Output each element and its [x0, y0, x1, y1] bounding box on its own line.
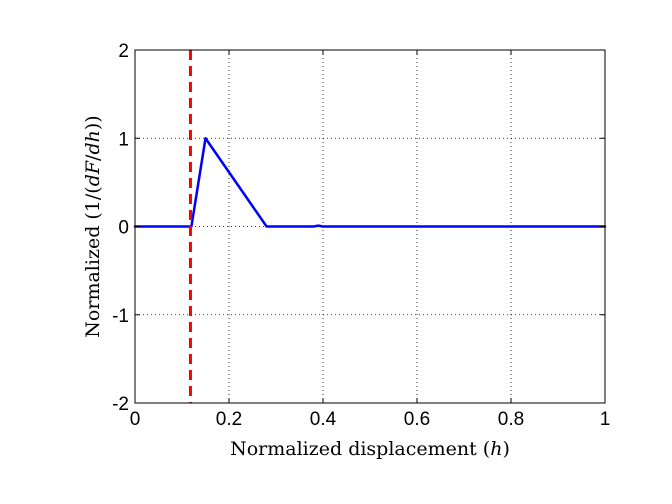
x-tick-label: 0.4	[310, 409, 337, 430]
x-tick-label: 0	[130, 409, 141, 430]
x-tick-label: 0.8	[498, 409, 524, 430]
x-tick-label: 0.2	[216, 409, 242, 430]
x-tick-label: 1	[600, 409, 611, 430]
x-axis-label: Normalized displacement (h)	[230, 438, 510, 460]
series-line	[133, 137, 607, 228]
y-tick-label: 2	[118, 41, 129, 62]
y-tick-label: -2	[112, 394, 129, 415]
y-tick-label: 0	[118, 218, 129, 239]
x-tick-label: 0.6	[404, 409, 430, 430]
y-axis-label: Normalized (1/(dF/dh))	[82, 115, 104, 337]
plot-area: 0 0.2 0.4 0.6 0.8 1 -2 -1 0 1 2	[112, 41, 610, 430]
y-tick-label: -1	[112, 306, 129, 327]
y-tick-label: 1	[118, 129, 129, 150]
